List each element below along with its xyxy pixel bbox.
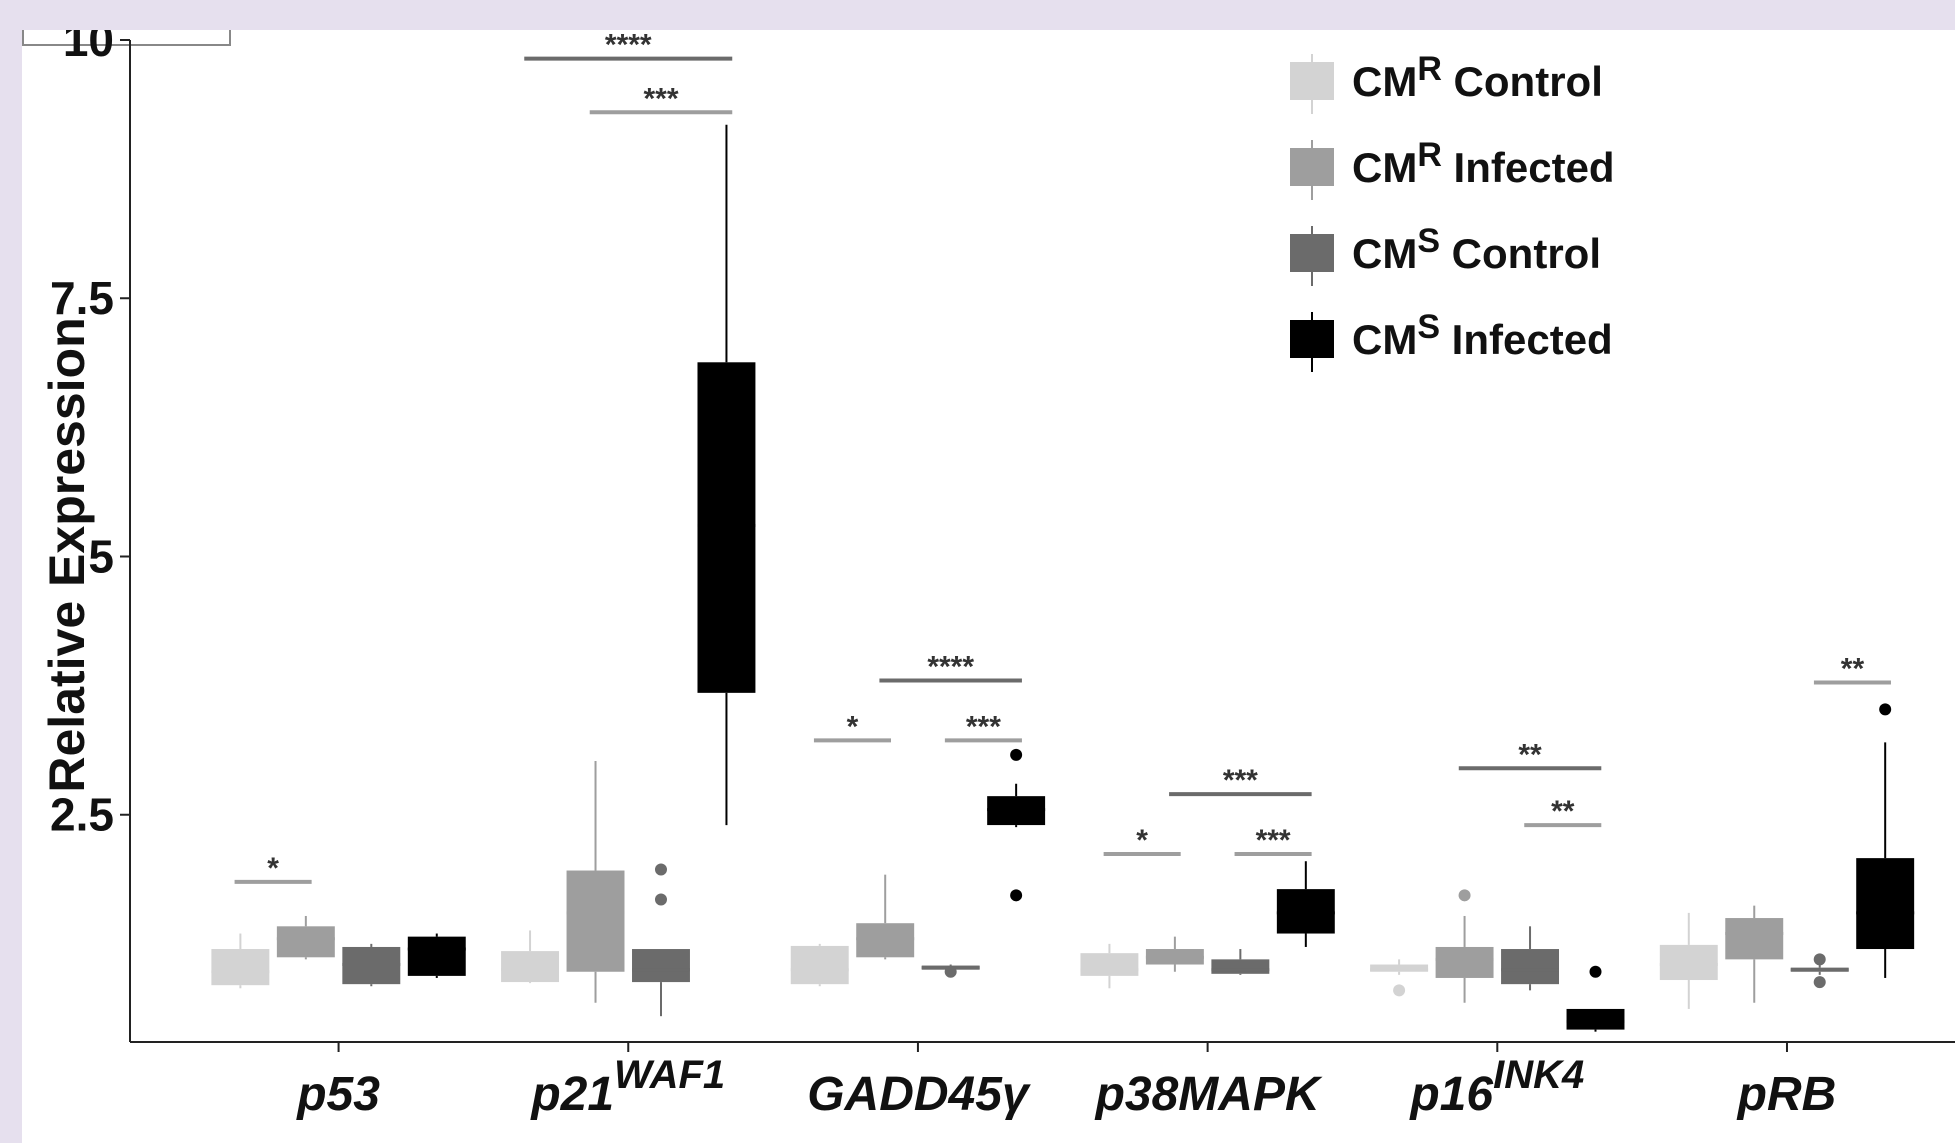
box-0-1 [276,915,335,960]
y-axis-label-group: Relative Expression [39,317,95,792]
significance-label: ** [1518,738,1542,771]
box-0-0 [211,933,270,989]
box-1-1 [566,761,625,1003]
legend-label: CMR Infected [1352,136,1615,191]
outlier-point [1813,953,1826,966]
box-4-1 [1435,889,1494,1003]
significance-label: * [1136,824,1148,857]
box-4-0 [1370,959,1429,997]
box-2-0 [790,943,849,987]
boxes [211,124,1915,1032]
box-rect [1276,889,1335,934]
box-rect [1659,944,1718,981]
box-2-1 [856,874,915,960]
box-3-3 [1276,861,1335,947]
box-5-3 [1856,703,1915,978]
box-plot-chart: Relative Expression 2.557.510 **********… [39,30,1955,1121]
legend-swatch [1290,320,1334,358]
header-tab-box [22,30,231,46]
box-rect [407,936,466,976]
significance-label: * [267,852,279,885]
box-rect [211,949,270,986]
outlier-point [1458,889,1471,902]
box-4-2 [1501,926,1560,991]
box-rect [1856,858,1915,950]
box-rect [501,951,560,983]
box-1-2 [632,863,690,1017]
x-tick-label: p16INK4 [1408,1053,1584,1121]
box-5-0 [1659,912,1718,1009]
legend-swatch [1290,62,1334,100]
x-tick-label: p21WAF1 [529,1053,725,1121]
axes: 2.5 5 7.5 10 [50,30,1955,1043]
box-3-0 [1080,943,1139,989]
category-labels: p53 p21WAF1 GADD45γ p38MAPK p16INK4 pRB [295,1042,1836,1121]
outlier-point [654,863,667,876]
box-0-2 [342,943,401,987]
x-tick-label: GADD45γ [807,1068,1031,1121]
outlier-point [1589,965,1602,978]
box-2-2 [921,964,980,978]
significance-label: **** [605,30,652,62]
legend: CMR Control CMR Infected CMS Control CMS In… [1290,50,1615,372]
x-tick-label: p38MAPK [1094,1068,1323,1121]
x-tick-label: p53 [295,1068,380,1121]
box-1-3 [697,124,756,826]
box-5-2 [1790,953,1849,989]
significance-label: ** [1551,795,1575,828]
y-tick-label: 10 [63,30,114,66]
box-rect [1370,964,1429,972]
legend-label: CMS Infected [1352,308,1613,363]
legend-label: CMR Control [1352,50,1603,105]
box-0-3 [407,933,466,978]
outlier-point [1010,889,1023,902]
outlier-point [1393,984,1406,997]
x-tick-label: pRB [1736,1068,1837,1121]
box-rect [790,945,849,985]
outlier-point [944,965,957,978]
box-rect [566,870,625,972]
box-4-3 [1566,965,1625,1032]
legend-label: CMS Control [1352,222,1601,277]
significance-label: *** [1256,824,1291,857]
box-rect [1435,946,1494,978]
y-tick-label: 2.5 [50,789,114,841]
significance-label: *** [643,82,678,115]
outlier-point [1879,703,1892,716]
box-1-0 [501,930,560,984]
box-5-1 [1725,905,1784,1003]
box-rect [697,362,756,693]
box-rect [632,949,690,983]
significance-label: ** [1841,653,1865,686]
y-tick-label: 5 [88,530,114,582]
legend-swatch [1290,148,1334,186]
box-rect [1211,959,1270,974]
box-3-1 [1145,936,1204,972]
legend-swatch [1290,234,1334,272]
box-rect [1566,1008,1625,1030]
box-rect [856,923,915,958]
box-rect [1725,918,1784,960]
significance-label: **** [927,650,974,683]
significance-label: *** [966,710,1001,743]
significance-label: *** [1223,764,1258,797]
box-rect [276,926,335,958]
box-rect [1501,949,1560,985]
y-tick-label: 7.5 [50,272,114,324]
outlier-point [1813,976,1826,989]
significance-label: * [847,710,859,743]
box-2-3 [987,748,1046,902]
plot-frame: Relative Expression 2.5 5 7.5 10 * **** *** * *… [22,30,1955,1143]
y-axis-label: Relative Expression [39,317,95,792]
significance-annotations: ***************************** [234,30,1891,885]
outlier-point [1010,748,1023,761]
box-3-2 [1211,949,1270,975]
box-rect [1080,953,1139,976]
outlier-point [654,893,667,906]
